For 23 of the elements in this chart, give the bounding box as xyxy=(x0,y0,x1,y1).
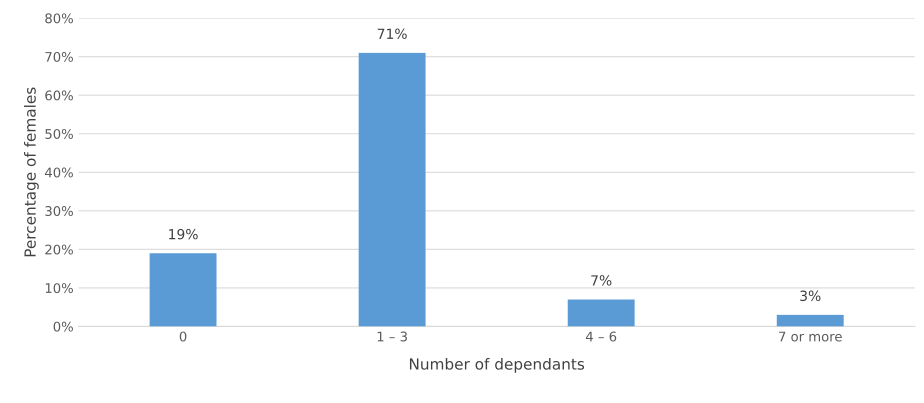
x-axis-title: Number of dependants xyxy=(410,358,584,373)
y-tick-label: 70% xyxy=(45,52,73,62)
y-tick-label: 50% xyxy=(45,128,73,139)
bar xyxy=(150,253,217,326)
y-tick-label: 60% xyxy=(45,90,73,100)
y-axis-title: Percentage of females xyxy=(24,88,39,256)
y-tick-label: 0% xyxy=(54,322,73,332)
y-tick-label: 30% xyxy=(45,206,73,216)
x-tick-label: 7 or more xyxy=(779,332,842,342)
y-tick-label: 40% xyxy=(44,168,73,178)
y-tick-label: 20% xyxy=(45,244,73,255)
x-tick-label: 1 – 3 xyxy=(378,332,407,342)
bar xyxy=(776,314,844,326)
bar xyxy=(568,299,635,326)
data-label: 7% xyxy=(591,275,612,286)
data-label: 71% xyxy=(378,28,407,40)
x-tick-label: 0 xyxy=(180,332,186,342)
data-label: 3% xyxy=(800,290,820,302)
data-label: 19% xyxy=(169,228,198,240)
x-tick-label: 4 – 6 xyxy=(586,332,616,342)
bar xyxy=(358,52,426,326)
y-tick-label: 10% xyxy=(46,283,73,294)
y-tick-label: 80% xyxy=(45,13,73,24)
